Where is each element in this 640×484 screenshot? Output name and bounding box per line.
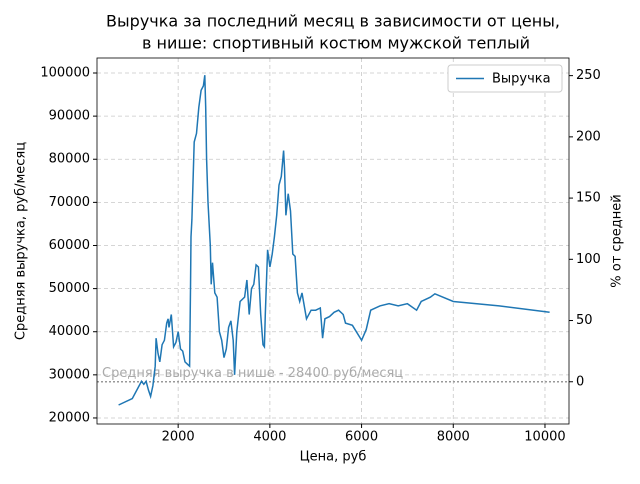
legend-box (447, 64, 563, 93)
x-tick-label: 10000 (524, 430, 565, 445)
series-line (118, 75, 550, 406)
y-tick-label: 20000 (49, 410, 90, 425)
y-tick-label: 40000 (49, 324, 90, 339)
y2-tick-label: 0 (576, 374, 584, 389)
x-tick-label: 4000 (253, 430, 286, 445)
y-axis-label: Средняя выручка, руб/месяц (14, 142, 29, 340)
frame (96, 57, 570, 425)
y2-axis-label: % от средней (610, 194, 625, 287)
y-tick-label: 80000 (49, 152, 90, 167)
x-tick-label: 8000 (437, 430, 470, 445)
chart-title: в нише: спортивный костюм мужской теплый (142, 34, 530, 53)
x-axis-label: Цена, руб (300, 450, 367, 465)
y-tick-label: 50000 (49, 281, 90, 296)
chart-title: Выручка за последний месяц в зависимости… (106, 12, 560, 31)
x-tick-label: 6000 (345, 430, 378, 445)
y2-tick-label: 250 (576, 68, 601, 83)
x-tick-label: 2000 (162, 430, 195, 445)
y2-tick-label: 50 (576, 313, 593, 328)
y-tick-label: 70000 (49, 195, 90, 210)
y2-tick-label: 150 (576, 191, 601, 206)
legend-label: Выручка (492, 72, 551, 87)
average-label: Средняя выручка в нише - 28400 руб/месяц (102, 366, 403, 381)
y-tick-label: 90000 (49, 109, 90, 124)
y2-tick-label: 200 (576, 129, 601, 144)
y-tick-label: 60000 (49, 238, 90, 253)
y-tick-label: 30000 (49, 367, 90, 382)
y2-tick-label: 100 (576, 252, 601, 267)
y-tick-label: 100000 (40, 66, 90, 81)
